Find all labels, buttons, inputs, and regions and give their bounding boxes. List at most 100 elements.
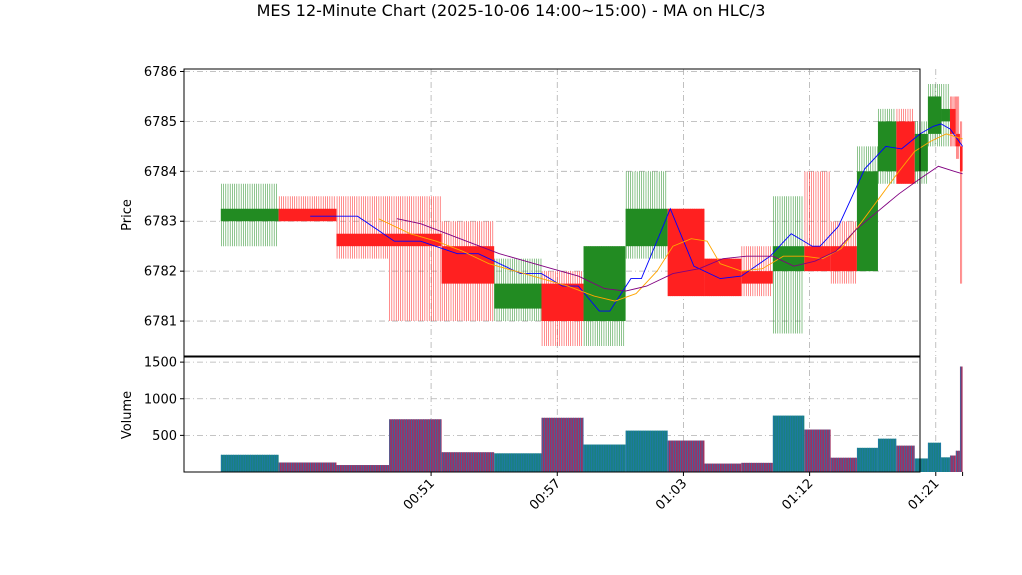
candle-body [896,121,915,184]
volume-bar-fill [278,462,337,472]
candle [220,183,279,247]
candle [625,171,668,259]
candle [389,196,442,322]
volume-bar-fill [741,462,773,472]
candle [441,221,495,322]
candle-body [804,246,831,272]
volume-bar-fill [877,438,897,472]
candle [941,83,950,147]
volume-axes-frame [183,356,921,473]
x-tick-label: 01:21 [905,476,942,513]
candle-body [914,133,928,172]
candle-body [856,171,878,272]
candle [772,196,805,334]
moving-average-lines [310,123,963,312]
price-tick-label: 6786 [144,65,177,80]
volume-bar [772,415,805,472]
volume-bar [877,438,897,472]
volume-bar [667,440,705,472]
price-candles [220,83,963,347]
price-tick-label: 6782 [144,265,177,280]
price-tick-label: 6784 [144,165,177,180]
candle [494,258,542,322]
candle [278,196,337,222]
candle [959,121,963,284]
volume-bar [949,455,956,472]
volume-bar-fill [955,450,960,472]
candle [856,146,878,272]
volume-bar [336,465,390,472]
moving-average-line [378,133,963,302]
volume-bar [959,366,963,472]
volume-bar-fill [959,366,963,472]
volume-bar [941,457,950,472]
candle-body [830,246,857,272]
volume-bar [741,462,773,472]
volume-bar-fill [914,458,928,472]
volume-tick-label: 500 [152,429,177,444]
volume-y-ticks: 500 1000 1500 [144,356,184,444]
volume-bar [927,442,942,472]
volume-bar [955,450,960,472]
volume-bar [804,429,831,472]
price-tick-label: 6785 [144,115,177,130]
volume-ylabel: Volume [120,391,135,439]
volume-tick-label: 1500 [144,356,177,371]
price-y-ticks: 6781 6782 6783 6784 6785 6786 [144,65,184,330]
price-grid [184,69,937,356]
volume-bar-fill [541,417,584,472]
volume-bar [389,419,442,472]
x-tick-label: 01:03 [653,476,690,513]
candle-body [625,208,668,247]
candle [336,196,390,259]
volume-bar [856,447,878,472]
candle-body [583,246,626,322]
volume-panel: 500 1000 1500 Volume 00:51 00:57 01:03 01:12 0… [120,356,964,513]
volume-bar-fill [941,457,950,472]
moving-average-line [310,123,963,312]
volume-bar-fill [896,445,915,472]
volume-bar-fill [220,454,279,472]
volume-bar-fill [772,415,805,472]
x-tick-label: 01:12 [779,476,816,513]
candle-body [278,208,337,222]
volume-bar [494,453,542,472]
price-panel: 6781 6782 6783 6784 6785 6786 Price [120,65,963,357]
candle [896,108,915,184]
candle [583,246,626,347]
candle [804,171,831,272]
candle [541,271,584,347]
volume-bar-fill [667,440,705,472]
candle-body [494,283,542,309]
volume-bar-fill [625,430,668,472]
volume-bar-fill [494,453,542,472]
volume-bar-fill [336,465,390,472]
candle [704,258,742,297]
moving-average-line [396,165,963,292]
candle [955,96,960,159]
candle-body [441,246,495,284]
volume-bar [441,452,495,472]
candle-body [959,146,963,172]
chart-title: MES 12-Minute Chart (2025-10-06 14:00~15… [257,1,766,20]
candle-body [741,271,773,284]
volume-bar [278,462,337,472]
volume-bar-fill [583,444,626,472]
price-ylabel: Price [120,199,135,231]
candle-body [941,108,950,122]
candle [949,96,956,147]
volume-bar [704,463,742,472]
candle-body [220,208,279,222]
volume-bar [583,444,626,472]
candle [830,221,857,284]
x-tick-label: 00:57 [527,476,564,513]
x-tick-label: 00:51 [401,476,438,513]
volume-bar [625,430,668,472]
volume-bar [830,457,857,472]
candle-body [389,233,442,247]
price-tick-label: 6781 [144,315,177,330]
candle [741,246,773,297]
volume-bar-fill [927,442,942,472]
